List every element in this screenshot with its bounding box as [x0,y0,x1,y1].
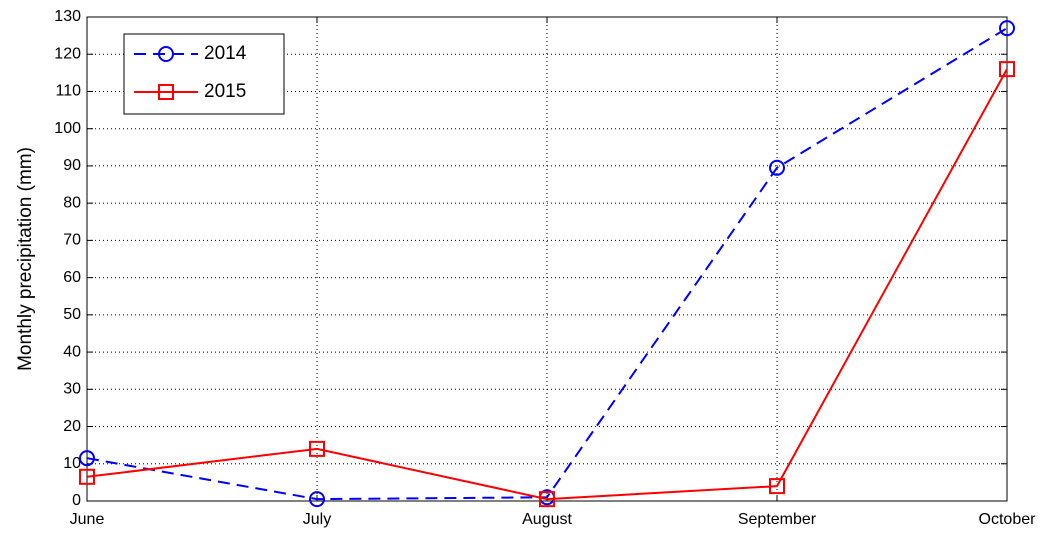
legend-marker [158,84,174,100]
data-point [769,159,785,176]
series-line [86,27,1008,501]
data-point [769,478,785,495]
y-tick-label: 10 [63,455,81,472]
data-point [999,20,1015,37]
legend-label: 2014 [204,43,247,64]
y-tick-label: 40 [63,343,81,360]
y-tick-label: 0 [72,492,81,509]
y-tick-label: 70 [63,232,81,249]
y-tick-label: 130 [54,8,81,25]
legend-label: 2015 [204,81,246,102]
data-point [79,450,95,467]
x-tick-label: October [979,511,1037,528]
axes-box [86,16,1008,502]
x-tick-label: August [522,511,572,528]
y-tick-label: 120 [54,45,81,62]
series-line [86,68,1008,501]
y-tick-label: 90 [63,157,81,174]
data-point [79,468,95,485]
data-point [539,491,555,508]
y-tick-label: 60 [63,269,81,286]
x-tick-label: September [738,511,817,528]
x-tick-label: July [303,511,331,528]
data-point [309,491,325,508]
y-tick-label: 50 [63,306,81,323]
y-tick-label: 110 [55,83,81,100]
y-tick-label: 20 [63,418,81,435]
y-tick-label: 80 [63,194,81,211]
y-axis-label: Monthly precipitation (mm) [15,147,36,371]
legend-box [123,33,285,115]
data-point [999,61,1015,78]
legend-marker [158,46,174,62]
data-point [309,440,325,457]
y-tick-label: 100 [54,120,81,137]
x-tick-label: June [70,511,105,528]
y-tick-label: 30 [63,381,81,398]
